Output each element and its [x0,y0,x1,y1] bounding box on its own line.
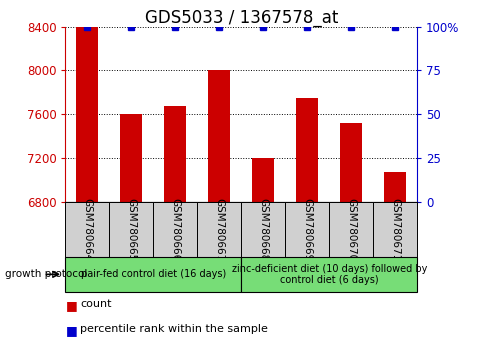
Text: pair-fed control diet (16 days): pair-fed control diet (16 days) [81,269,226,279]
Text: GSM780666: GSM780666 [170,198,180,261]
Text: ■: ■ [65,299,77,312]
Text: count: count [80,299,111,309]
Bar [252,158,273,202]
Bar [296,98,318,202]
Text: growth protocol: growth protocol [5,269,87,279]
Bar [197,202,241,257]
Bar [339,123,362,202]
Text: GSM780667: GSM780667 [214,198,224,261]
Text: GSM780669: GSM780669 [302,198,312,261]
Bar [153,202,197,257]
Bar [76,27,98,202]
Text: GSM780668: GSM780668 [258,198,268,261]
Text: percentile rank within the sample: percentile rank within the sample [80,324,267,334]
Bar [120,114,142,202]
Text: GSM780671: GSM780671 [389,198,399,261]
Bar [164,107,186,202]
Title: GDS5033 / 1367578_at: GDS5033 / 1367578_at [144,8,337,27]
Bar [241,257,416,292]
Bar [241,202,285,257]
Bar [109,202,153,257]
Text: GSM780665: GSM780665 [126,198,136,261]
Text: GSM780670: GSM780670 [346,198,355,261]
Bar [372,202,416,257]
Bar [285,202,329,257]
Bar [329,202,372,257]
Bar [383,172,405,202]
Bar [65,202,109,257]
Text: GSM780664: GSM780664 [82,198,92,261]
Text: zinc-deficient diet (10 days) followed by
control diet (6 days): zinc-deficient diet (10 days) followed b… [231,263,426,285]
Text: ■: ■ [65,324,77,337]
Bar [65,257,241,292]
Bar [208,70,230,202]
